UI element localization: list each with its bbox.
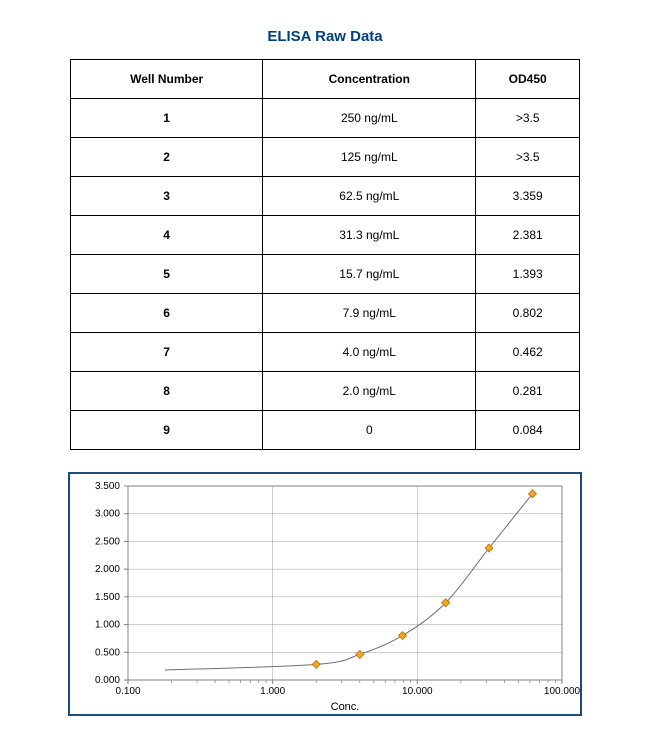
cell-well: 5 [71,255,263,294]
svg-text:1.000: 1.000 [95,620,120,631]
cell-conc: 7.9 ng/mL [263,294,476,333]
cell-od: 0.802 [476,294,580,333]
cell-od: 1.393 [476,255,580,294]
cell-conc: 31.3 ng/mL [263,216,476,255]
cell-well: 8 [71,372,263,411]
cell-conc: 62.5 ng/mL [263,177,476,216]
cell-conc: 250 ng/mL [263,99,476,138]
data-marker [399,632,407,640]
cell-well: 9 [71,411,263,450]
cell-well: 2 [71,138,263,177]
data-table: Well Number Concentration OD450 1250 ng/… [70,59,580,450]
cell-od: >3.5 [476,138,580,177]
cell-well: 1 [71,99,263,138]
col-od450: OD450 [476,60,580,99]
svg-text:10.000: 10.000 [402,686,433,697]
data-marker [356,650,364,658]
cell-od: 0.084 [476,411,580,450]
svg-text:0.100: 0.100 [115,686,140,697]
svg-text:0.000: 0.000 [95,675,120,686]
cell-conc: 2.0 ng/mL [263,372,476,411]
cell-well: 6 [71,294,263,333]
svg-text:1.000: 1.000 [260,686,285,697]
table-row: 82.0 ng/mL0.281 [71,372,580,411]
data-table-wrap: Well Number Concentration OD450 1250 ng/… [0,59,650,450]
svg-text:100.000: 100.000 [544,686,580,697]
table-row: 515.7 ng/mL1.393 [71,255,580,294]
chart-container: 0.000 0.500 1.000 1.500 2.000 2.500 3.000 3.500… [68,472,582,716]
cell-od: 0.281 [476,372,580,411]
page-title: ELISA Raw Data [0,0,650,59]
svg-text:0.500: 0.500 [95,647,120,658]
table-row: 74.0 ng/mL0.462 [71,333,580,372]
cell-well: 4 [71,216,263,255]
cell-conc: 0 [263,411,476,450]
cell-od: 3.359 [476,177,580,216]
table-row: 2125 ng/mL>3.5 [71,138,580,177]
table-row: 67.9 ng/mL0.802 [71,294,580,333]
svg-text:2.000: 2.000 [95,564,120,575]
table-row: 900.084 [71,411,580,450]
data-marker [312,660,320,668]
cell-od: >3.5 [476,99,580,138]
cell-conc: 4.0 ng/mL [263,333,476,372]
cell-conc: 15.7 ng/mL [263,255,476,294]
svg-text:2.500: 2.500 [95,536,120,547]
col-conc: Concentration [263,60,476,99]
col-well: Well Number [71,60,263,99]
cell-od: 0.462 [476,333,580,372]
cell-well: 3 [71,177,263,216]
table-row: 1250 ng/mL>3.5 [71,99,580,138]
table-header-row: Well Number Concentration OD450 [71,60,580,99]
svg-text:1.500: 1.500 [95,592,120,603]
cell-od: 2.381 [476,216,580,255]
table-row: 431.3 ng/mL2.381 [71,216,580,255]
table-row: 362.5 ng/mL3.359 [71,177,580,216]
x-axis-label: Conc. [331,701,360,713]
svg-text:3.500: 3.500 [95,481,120,492]
svg-text:3.000: 3.000 [95,509,120,520]
cell-conc: 125 ng/mL [263,138,476,177]
cell-well: 7 [71,333,263,372]
